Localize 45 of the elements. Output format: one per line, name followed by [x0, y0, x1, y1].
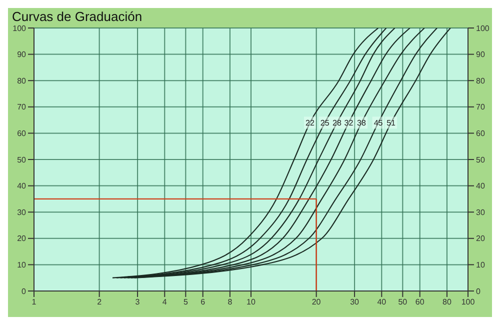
x-tick-label: 40 — [377, 298, 387, 307]
x-tick-label: 8 — [228, 298, 233, 307]
x-tick-label: 1 — [32, 298, 37, 307]
y2-tick-label: 70 — [476, 102, 486, 112]
x-tick-label: 20 — [312, 298, 322, 307]
y2-tick-label: 20 — [476, 234, 486, 244]
y-tick-label: 100 — [12, 24, 27, 33]
y-tick-label: 40 — [17, 182, 27, 191]
y2-tick-label: 30 — [476, 208, 486, 217]
annotation: 51 — [386, 118, 396, 128]
y-tick-label: 10 — [17, 260, 27, 270]
x-tick-label: 50 — [398, 298, 408, 307]
y2-tick-label: 50 — [476, 155, 486, 164]
x-tick-label: 6 — [200, 298, 206, 307]
y2-tick-label: 100 — [476, 24, 490, 33]
y2-tick-label: 10 — [476, 260, 486, 270]
x-tick-label: 5 — [183, 298, 188, 307]
x-tick-label: 60 — [415, 298, 425, 307]
annotation: 32 — [344, 118, 354, 128]
x-tick-label: 10 — [246, 298, 256, 307]
x-tick-label: 30 — [350, 298, 360, 307]
y-tick-label: 50 — [17, 155, 27, 164]
y-tick-label: 0 — [22, 286, 27, 296]
x-tick-label: 100 — [461, 298, 476, 307]
annotation: 38 — [357, 118, 366, 128]
x-tick-label: 4 — [162, 298, 168, 307]
annotation: 22 — [306, 118, 315, 128]
y-tick-label: 70 — [17, 102, 27, 112]
x-tick-label: 3 — [135, 298, 140, 307]
y2-tick-label: 0 — [476, 286, 481, 296]
annotation: 28 — [332, 118, 342, 128]
x-tick-label: 2 — [97, 298, 102, 307]
y-tick-label: 80 — [17, 76, 27, 86]
y2-tick-label: 60 — [476, 129, 486, 138]
y2-tick-label: 40 — [476, 182, 486, 191]
annotation: 25 — [320, 118, 330, 128]
y-tick-label: 30 — [17, 208, 27, 217]
y2-tick-label: 90 — [476, 50, 486, 60]
chart-title: Curvas de Graduación — [12, 9, 142, 24]
annotation: 45 — [374, 118, 384, 128]
y2-tick-label: 80 — [476, 76, 486, 86]
y-tick-label: 60 — [17, 129, 27, 138]
y-tick-label: 90 — [17, 50, 27, 60]
y-tick-label: 20 — [17, 234, 27, 244]
x-tick-label: 80 — [442, 298, 452, 307]
